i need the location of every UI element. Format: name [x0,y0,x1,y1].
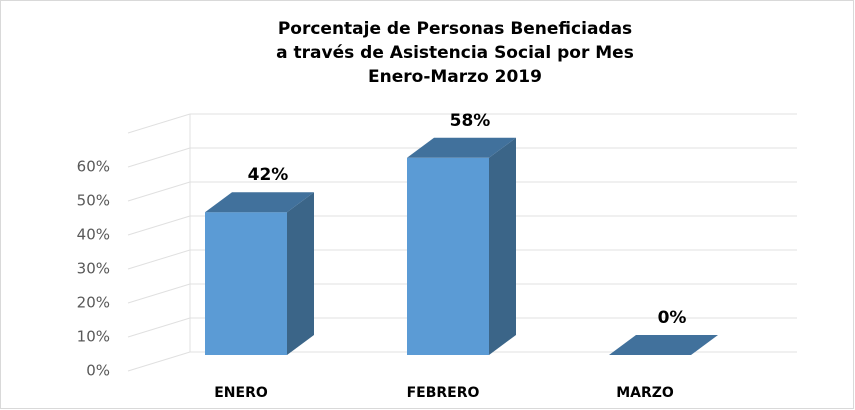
bar-side [287,192,314,355]
grid-line [127,317,191,338]
bar-side [489,137,516,355]
bar [609,335,718,355]
bar [205,192,314,355]
bar-top [407,137,516,158]
y-tick-label: 0% [86,362,110,380]
y-tick-label: 50% [77,192,110,210]
y-tick-label: 60% [77,158,110,176]
chart-title: a través de Asistencia Social por Mes [276,43,634,63]
grid-line [127,215,191,236]
data-label: 0% [658,308,687,328]
y-tick-label: 20% [77,294,110,312]
bar-front [407,157,489,355]
y-tick-label: 10% [77,328,110,346]
data-label: 58% [450,111,491,131]
x-tick-label: FEBRERO [407,385,480,401]
grid-line [127,181,191,202]
bar-top [609,335,718,355]
chart-title: Enero-Marzo 2019 [368,67,542,87]
wall-edge [127,113,191,134]
bar [407,137,516,355]
grid-line [127,147,191,168]
data-label: 42% [248,165,289,185]
chart-title: Porcentaje de Personas Beneficiadas [278,19,632,39]
x-tick-label: ENERO [214,385,268,401]
y-tick-label: 40% [77,226,110,244]
grid-line [127,283,191,304]
bar-top [205,192,314,213]
grid-line [127,351,191,372]
x-tick-label: MARZO [616,385,674,401]
grid-line [127,249,191,270]
bar-front [205,212,287,355]
y-tick-label: 30% [77,260,110,278]
